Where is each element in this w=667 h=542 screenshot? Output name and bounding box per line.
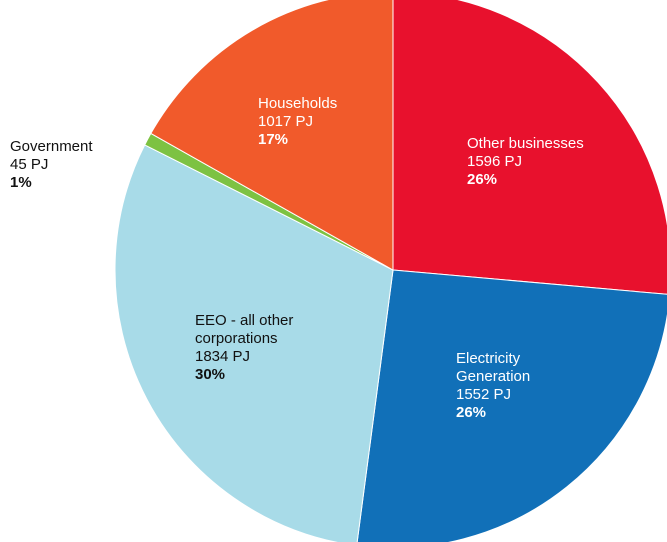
- slice-label: Government 45 PJ 1%: [10, 138, 130, 192]
- value-label: 1552 PJ: [456, 386, 512, 403]
- slice-label: EEO - all other corporations 1834 PJ 30%: [195, 312, 345, 384]
- pie-slice: [392, 0, 667, 295]
- value-label: 1596 PJ: [467, 153, 523, 170]
- share-label: 26%: [467, 171, 498, 188]
- share-label: 17%: [258, 131, 289, 148]
- value-label: 1834 PJ: [195, 348, 251, 365]
- share-label: 1%: [10, 174, 32, 191]
- pie-slice: [356, 269, 667, 542]
- share-label: 30%: [195, 366, 226, 383]
- category-name: EEO - all other corporations: [195, 312, 294, 347]
- share-label: 26%: [456, 404, 487, 421]
- pie-slice: [114, 144, 394, 542]
- pie-slice: [150, 0, 394, 271]
- category-name: Households: [258, 95, 338, 112]
- category-name: Electricity Generation: [456, 350, 531, 385]
- value-label: 45 PJ: [10, 156, 49, 173]
- slice-label: Households 1017 PJ 17%: [258, 95, 378, 149]
- slice-label: Other businesses 1596 PJ 26%: [467, 135, 587, 189]
- slice-label: Electricity Generation 1552 PJ 26%: [456, 350, 576, 422]
- value-label: 1017 PJ: [258, 113, 314, 130]
- category-name: Other businesses: [467, 135, 584, 152]
- category-name: Government: [10, 138, 93, 155]
